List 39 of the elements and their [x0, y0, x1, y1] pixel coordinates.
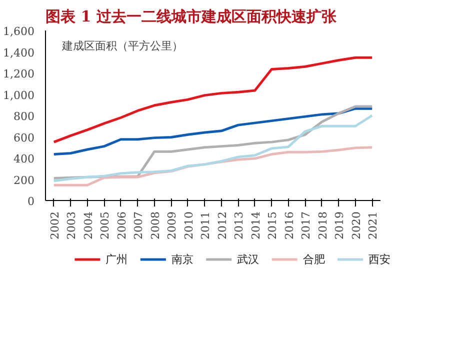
y-tick-label: 400	[14, 152, 35, 166]
legend-label: 合肥	[302, 253, 325, 266]
y-tick-label: 1,600	[3, 25, 35, 38]
x-tick-label: 2003	[65, 211, 78, 240]
x-tick-label: 2002	[48, 211, 62, 240]
y-tick-label: 1,200	[3, 68, 35, 80]
legend-label: 武汉	[237, 253, 260, 266]
line-series	[52, 107, 374, 156]
x-tick-label: 2013	[232, 211, 246, 240]
x-tick-label: 2010	[182, 211, 196, 240]
y-axis-title: 建成区面积（平方公里）	[60, 40, 183, 52]
x-tick-label: 2018	[316, 211, 330, 240]
x-tick-label: 2016	[282, 211, 296, 240]
x-tick-label: 2021	[366, 211, 380, 240]
legend-label: 广州	[106, 253, 128, 266]
x-tick-label: 2014	[249, 211, 262, 240]
x-tick-label: 2011	[199, 211, 212, 240]
legend-label: 南京	[171, 253, 194, 266]
y-tick-label: 800	[14, 110, 35, 123]
y-tick-label: 1,400	[3, 46, 35, 60]
y-tick-label: 1,000	[3, 88, 35, 102]
x-tick-label: 2005	[98, 211, 112, 240]
x-tick-label: 2007	[132, 211, 146, 240]
x-tick-label: 2006	[115, 211, 128, 240]
x-tick-label: 2004	[82, 211, 95, 240]
x-tick-label: 2017	[300, 211, 313, 240]
x-tick-label: 2020	[350, 211, 363, 240]
y-tick-label: 200	[14, 174, 35, 187]
x-tick-label: 2008	[148, 211, 162, 240]
legend-label: 西安	[368, 253, 391, 266]
line-series	[52, 56, 374, 144]
x-tick-label: 2012	[216, 211, 229, 240]
x-tick-label: 2015	[266, 211, 280, 240]
line-series	[52, 114, 374, 182]
chart-title: 图表 1 过去一二线城市建成区面积快速扩张	[46, 8, 338, 26]
y-tick-label: 600	[14, 131, 35, 144]
x-tick-label: 2019	[333, 211, 346, 240]
x-tick-label: 2009	[166, 211, 179, 240]
y-tick-label: 0	[28, 195, 34, 208]
